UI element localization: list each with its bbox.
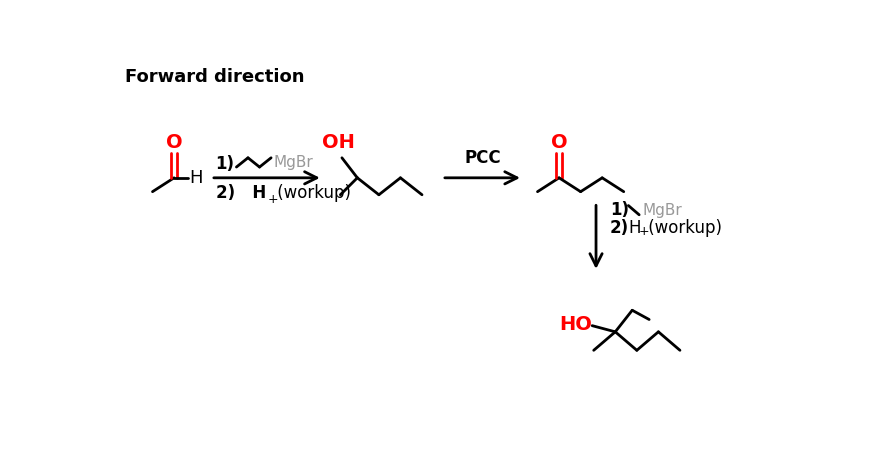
Text: H: H [627, 219, 640, 237]
Text: O: O [550, 132, 567, 152]
Text: +: + [267, 193, 277, 206]
Text: MgBr: MgBr [641, 203, 681, 218]
Text: Forward direction: Forward direction [124, 68, 304, 87]
Text: O: O [166, 132, 182, 152]
Text: OH: OH [322, 132, 354, 152]
Text: (workup): (workup) [271, 184, 350, 202]
Text: MgBr: MgBr [273, 155, 313, 170]
Text: HO: HO [558, 314, 591, 334]
Text: 1): 1) [216, 155, 235, 173]
Text: 1): 1) [609, 201, 628, 219]
Text: +: + [638, 225, 648, 238]
Text: 2)   H: 2) H [216, 184, 266, 202]
Text: 2): 2) [609, 219, 628, 237]
Text: H: H [189, 169, 202, 187]
Text: (workup): (workup) [642, 219, 721, 237]
Text: PCC: PCC [463, 149, 501, 167]
